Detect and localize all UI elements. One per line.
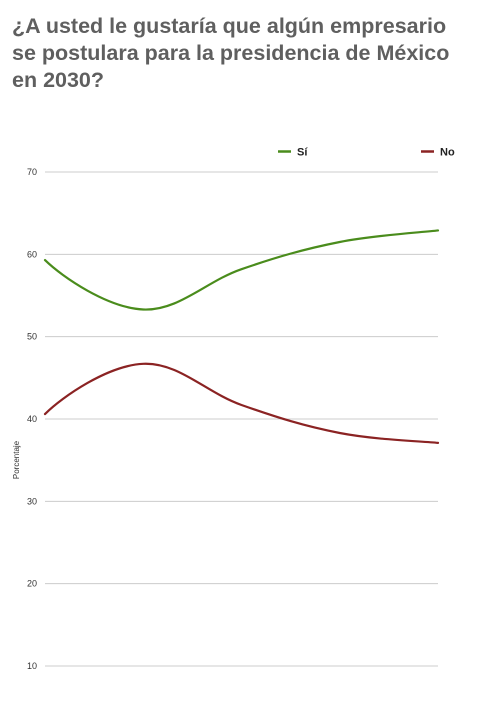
y-tick-label-50: 50	[27, 332, 37, 342]
series-line-no	[43, 362, 440, 444]
y-axis-title: Porcentaje	[12, 440, 21, 479]
chart-title: ¿A usted le gustaría que algún empresari…	[12, 14, 450, 92]
y-tick-label-60: 60	[27, 249, 37, 259]
y-tick-label-70: 70	[27, 167, 37, 177]
series-line-si	[43, 229, 440, 311]
legend-label-no: No	[440, 147, 455, 159]
grid-layer	[45, 171, 438, 667]
legend: Sí No	[278, 147, 455, 159]
y-axis-ticks: 10 20 30 40 50 60 70	[27, 167, 37, 671]
y-tick-label-40: 40	[27, 414, 37, 424]
series-layer	[43, 229, 440, 444]
legend-label-si: Sí	[297, 147, 308, 159]
y-tick-label-20: 20	[27, 579, 37, 589]
y-tick-label-30: 30	[27, 496, 37, 506]
y-tick-label-10: 10	[27, 661, 37, 671]
